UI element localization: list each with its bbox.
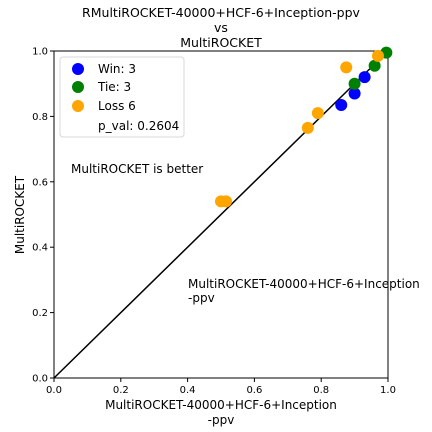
data-point-tie [368, 59, 381, 72]
legend-label-tie: Tie: 3 [97, 80, 131, 94]
chart-title-line-1: RMultiROCKET-40000+HCF-6+Inception-ppv [82, 5, 361, 20]
annotation-lower-line-1: MultiROCKET-40000+HCF-6+Inception [188, 277, 420, 291]
y-tick-label: 0.0 [32, 374, 48, 385]
annotation-lower-line-2: -ppv [188, 291, 215, 305]
y-axis-label: MultiROCKET [13, 175, 27, 254]
data-point-loss [340, 61, 353, 74]
y-tick-label: 0.6 [32, 177, 48, 188]
data-point-tie [348, 77, 361, 90]
diagonal-line [53, 50, 389, 379]
y-tick-label: 1.0 [32, 47, 48, 58]
x-axis-label-line-1: MultiROCKET-40000+HCF-6+Inception [105, 398, 337, 412]
data-point-loss [311, 107, 324, 120]
y-tick-label: 0.8 [32, 112, 48, 123]
legend: Win: 3 Tie: 3 Loss 6 p_val: 0.2604 [59, 56, 185, 138]
annotation-upper: MultiROCKET is better [71, 162, 203, 176]
legend-marker-win [72, 63, 84, 75]
x-tick-label: 0.6 [246, 385, 262, 396]
chart-title-line-2: vs [214, 20, 228, 35]
data-point-win [358, 71, 371, 84]
x-axis-ticks: 0.0 0.2 0.4 0.6 0.8 1.0 [46, 378, 396, 396]
x-tick-label: 0.4 [180, 385, 196, 396]
data-point-win [348, 87, 361, 100]
legend-label-win: Win: 3 [98, 62, 136, 76]
y-axis-ticks: 0.0 0.2 0.4 0.6 0.8 1.0 [32, 47, 54, 385]
data-point-win [335, 98, 348, 111]
legend-pval: p_val: 0.2604 [98, 119, 179, 133]
x-tick-label: 0.8 [313, 385, 329, 396]
x-tick-label: 0.0 [46, 385, 62, 396]
chart-title-line-3: MultiROCKET [180, 35, 262, 50]
legend-label-loss: Loss 6 [98, 99, 136, 113]
y-tick-label: 0.2 [32, 308, 48, 319]
x-tick-label: 1.0 [380, 385, 396, 396]
legend-marker-loss [72, 100, 84, 112]
data-points [215, 46, 393, 208]
legend-marker-tie [72, 81, 84, 93]
legend-box [59, 56, 185, 138]
x-axis-label-line-2: -ppv [208, 413, 235, 427]
data-point-loss [220, 195, 233, 208]
data-point-loss [301, 121, 314, 134]
data-point-loss [371, 49, 384, 62]
y-tick-label: 0.4 [32, 243, 48, 254]
x-tick-label: 0.2 [113, 385, 129, 396]
